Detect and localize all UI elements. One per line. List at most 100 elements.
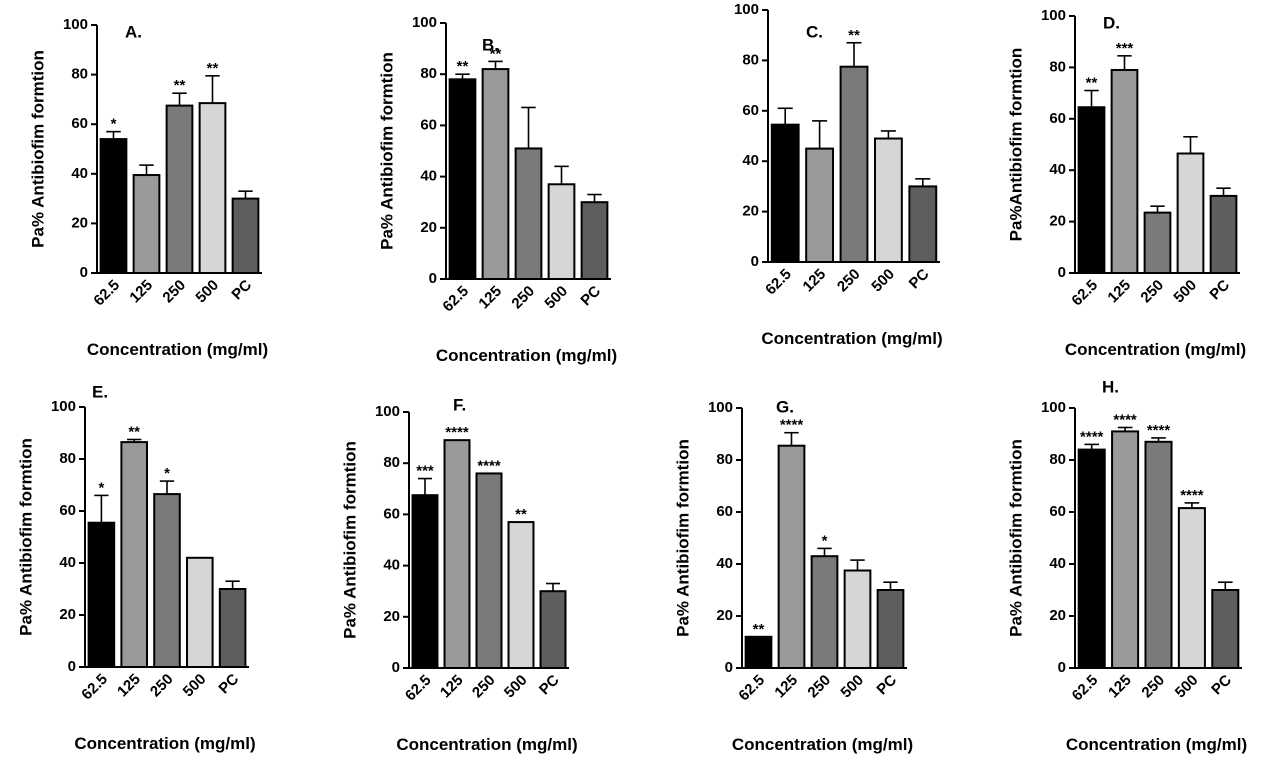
bar: [99, 138, 128, 274]
significance-label: **: [174, 77, 186, 94]
y-tick-label: 20: [1049, 213, 1066, 230]
y-tick-label: 100: [63, 16, 88, 33]
bar: [744, 635, 773, 669]
bar: [1077, 106, 1106, 274]
x-tick-label: 62.5: [78, 671, 111, 704]
significance-label: **: [848, 27, 860, 44]
x-axis-label: Concentration (mg/ml): [761, 329, 942, 348]
y-tick-label: 100: [1041, 7, 1066, 24]
x-tick-label: 62.5: [439, 283, 472, 316]
bar: [539, 590, 567, 670]
x-tick-label: 125: [126, 277, 156, 307]
bar: [165, 104, 194, 274]
bar: [1211, 589, 1240, 669]
x-tick-label: 125: [800, 266, 830, 296]
chart-panel-8: **** 62.5 **** 125 **** 250 **** 500 PC 0 20 40 60 80…: [1006, 377, 1247, 754]
bar: [843, 569, 872, 669]
panel-title: G.: [776, 397, 794, 416]
bar: [1077, 448, 1106, 669]
significance-label: ****: [1180, 487, 1204, 504]
y-tick-label: 80: [716, 451, 733, 468]
y-tick-label: 60: [716, 503, 733, 520]
panel-title: D.: [1103, 13, 1120, 32]
bar: [514, 147, 543, 280]
x-tick-label: 500: [1170, 277, 1200, 307]
significance-label: ****: [780, 417, 804, 434]
y-tick-label: 40: [383, 557, 400, 574]
significance-label: ****: [445, 424, 469, 441]
panel-title: A.: [125, 22, 142, 41]
y-tick-label: 20: [59, 606, 76, 623]
y-tick-label: 60: [742, 102, 759, 119]
bar: [443, 439, 471, 669]
y-tick-label: 100: [708, 399, 733, 416]
x-axis-label: Concentration (mg/ml): [732, 735, 913, 754]
chart-panel-3: 62.5 125 ** 250 500 PC 0 20 40 60 80 100 C. Concentra…: [734, 1, 943, 348]
x-tick-label: 250: [804, 672, 834, 702]
x-tick-label: PC: [577, 283, 604, 310]
bar: [876, 589, 905, 669]
x-tick-label: 500: [192, 277, 222, 307]
y-tick-label: 80: [383, 454, 400, 471]
y-tick-label: 20: [383, 608, 400, 625]
bar: [1177, 507, 1206, 669]
x-tick-label: 500: [501, 672, 531, 702]
bar: [448, 78, 477, 280]
x-tick-label: 500: [541, 283, 571, 313]
x-tick-label: 62.5: [402, 672, 435, 705]
y-axis-label: Pa% Antibiofim formtion: [673, 439, 692, 637]
x-tick-label: 250: [1137, 277, 1167, 307]
x-tick-label: 62.5: [735, 672, 768, 705]
x-axis-label: Concentration (mg/ml): [87, 340, 268, 359]
x-tick-label: 125: [1104, 277, 1134, 307]
x-tick-label: 500: [180, 671, 210, 701]
significance-label: **: [207, 60, 219, 77]
x-tick-label: 250: [1138, 672, 1168, 702]
chart-panel-7: ** 62.5 **** 125 * 250 500 PC 0 20 40 60 80 100 G. Pa% …: [673, 397, 913, 754]
y-axis-label: Pa% Antibiofim formtion: [1006, 439, 1025, 637]
x-tick-label: 125: [114, 671, 144, 701]
x-tick-label: 125: [771, 672, 801, 702]
y-tick-label: 80: [71, 66, 88, 83]
x-tick-label: PC: [536, 672, 563, 699]
y-tick-label: 20: [420, 219, 437, 236]
significance-label: ****: [1147, 422, 1171, 439]
significance-label: *: [164, 465, 170, 482]
bar: [805, 147, 835, 264]
x-axis-label: Concentration (mg/ml): [1066, 735, 1247, 754]
x-tick-label: 250: [508, 283, 538, 313]
bar: [132, 174, 161, 274]
x-tick-label: 62.5: [90, 277, 123, 310]
panel-title: C.: [806, 22, 823, 41]
y-tick-label: 40: [1049, 555, 1066, 572]
x-tick-label: 250: [159, 277, 189, 307]
x-tick-label: 62.5: [1068, 277, 1101, 310]
x-tick-label: 125: [1105, 672, 1135, 702]
y-tick-label: 80: [1049, 451, 1066, 468]
x-axis-label: Concentration (mg/ml): [74, 734, 255, 753]
x-tick-label: PC: [1208, 672, 1235, 699]
bar: [120, 441, 148, 668]
y-tick-label: 0: [751, 253, 759, 270]
y-tick-label: 40: [1049, 161, 1066, 178]
bar: [507, 521, 535, 670]
y-tick-label: 40: [716, 555, 733, 572]
y-tick-label: 100: [375, 403, 400, 420]
y-tick-label: 0: [1058, 264, 1066, 281]
x-tick-label: 62.5: [762, 266, 795, 299]
y-tick-label: 0: [429, 270, 437, 287]
bar: [87, 521, 116, 669]
x-tick-label: PC: [1206, 277, 1233, 304]
y-tick-label: 80: [59, 450, 76, 467]
bar: [1111, 430, 1140, 669]
bar: [873, 137, 903, 264]
x-tick-label: 250: [834, 266, 864, 296]
x-axis-label: Concentration (mg/ml): [396, 735, 577, 754]
panel-title: B.: [482, 35, 499, 54]
y-tick-label: 0: [1058, 659, 1066, 676]
bar: [810, 555, 839, 670]
significance-label: **: [753, 621, 765, 638]
panel-title: E.: [92, 382, 108, 401]
x-tick-label: 62.5: [1069, 672, 1102, 705]
